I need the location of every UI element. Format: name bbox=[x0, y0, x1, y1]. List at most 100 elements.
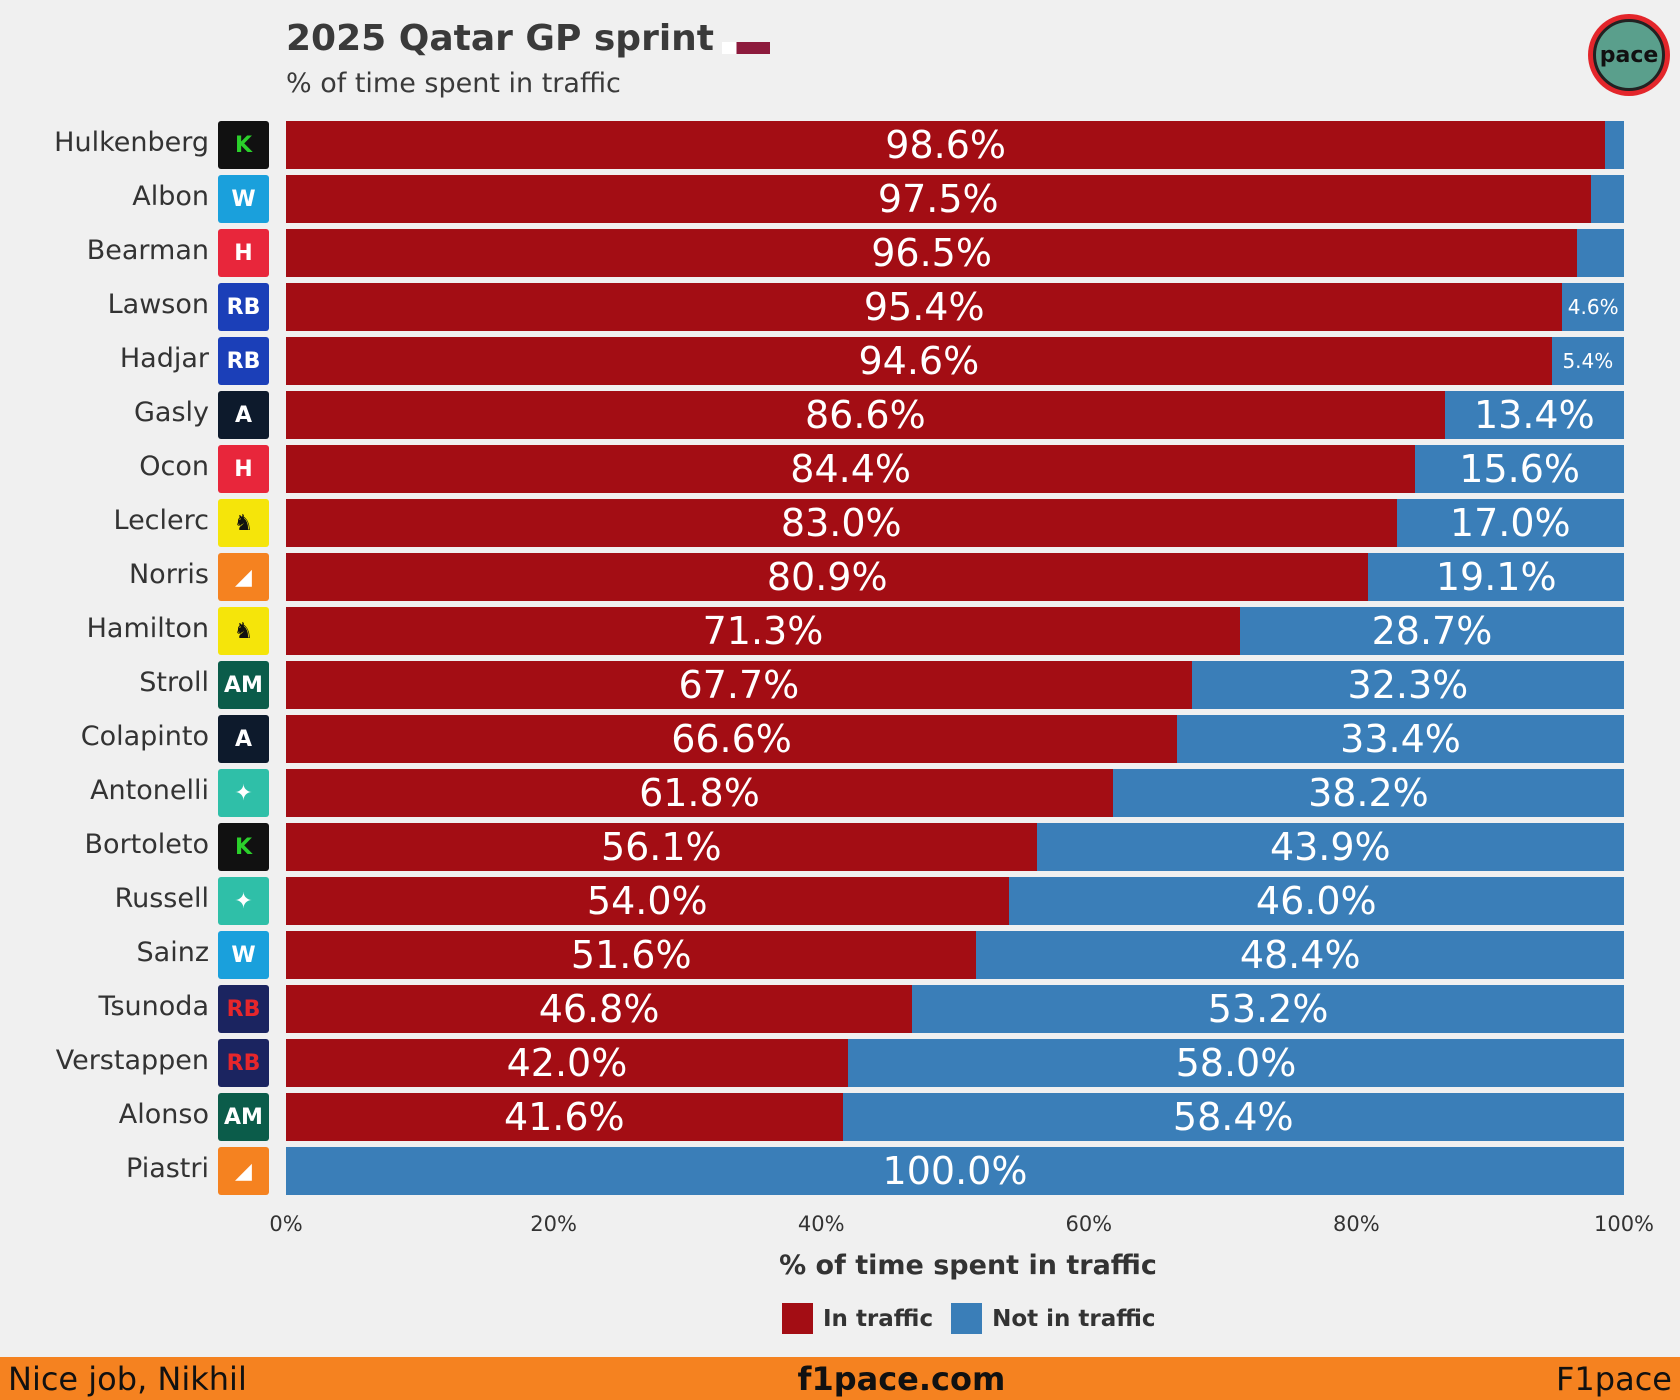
driver-label: Verstappen bbox=[55, 1045, 209, 1076]
driver-label: Lawson bbox=[107, 289, 209, 320]
team-logo-icon: K bbox=[218, 121, 269, 169]
bar-not-in-traffic bbox=[1444, 391, 1624, 439]
data-label: 61.8% bbox=[639, 771, 760, 815]
data-label: 51.6% bbox=[570, 933, 692, 977]
driver-label: Albon bbox=[132, 181, 209, 212]
x-tick-label: 80% bbox=[1333, 1212, 1380, 1236]
data-label: 42.0% bbox=[506, 1041, 628, 1085]
data-label: 5.4% bbox=[1562, 349, 1614, 373]
team-logo-icon: RB bbox=[218, 985, 269, 1033]
bar-not-in-traffic bbox=[1239, 607, 1624, 655]
driver-label: Leclerc bbox=[113, 505, 210, 536]
bar-in-traffic bbox=[286, 607, 1240, 655]
data-label: 17.0% bbox=[1449, 501, 1571, 545]
bar-not-in-traffic bbox=[847, 1039, 1624, 1087]
x-tick-label: 0% bbox=[269, 1212, 303, 1236]
bar-in-traffic bbox=[286, 661, 1192, 709]
team-logo-icon: H bbox=[218, 445, 269, 493]
driver-label: Colapinto bbox=[80, 721, 209, 752]
team-logo-icon: ✦ bbox=[218, 877, 269, 925]
footer: Nice job, Nikhil f1pace.com F1pace bbox=[0, 1357, 1680, 1400]
bar-in-traffic bbox=[286, 175, 1591, 223]
data-label: 100.0% bbox=[882, 1149, 1028, 1193]
data-label: 80.9% bbox=[766, 555, 888, 599]
bar-not-in-traffic bbox=[912, 985, 1624, 1033]
data-label: 33.4% bbox=[1340, 717, 1461, 761]
bar-not-in-traffic bbox=[1590, 175, 1624, 223]
bar-in-traffic bbox=[286, 985, 913, 1033]
data-label: 46.8% bbox=[538, 987, 660, 1031]
bar-in-traffic bbox=[286, 823, 1037, 871]
driver-label: Stroll bbox=[139, 667, 209, 698]
bar-not-in-traffic bbox=[286, 1147, 1624, 1195]
team-logo-icon: A bbox=[218, 391, 269, 439]
team-logo-icon: ✦ bbox=[218, 769, 269, 817]
driver-label: Antonelli bbox=[90, 775, 209, 806]
data-label: 48.4% bbox=[1239, 933, 1361, 977]
data-label: 19.1% bbox=[1435, 555, 1557, 599]
x-axis-label: % of time spent in traffic bbox=[779, 1250, 1157, 1281]
bar-in-traffic bbox=[286, 1093, 843, 1141]
x-tick-label: 100% bbox=[1593, 1212, 1655, 1236]
driver-label: Tsunoda bbox=[98, 991, 209, 1022]
driver-label: Bortoleto bbox=[84, 829, 209, 860]
driver-label: Sainz bbox=[136, 937, 209, 968]
footer-left: Nice job, Nikhil bbox=[8, 1359, 247, 1398]
bar-not-in-traffic bbox=[1551, 337, 1624, 385]
chart-subtitle: % of time spent in traffic bbox=[286, 68, 621, 99]
footer-brand: F1pace bbox=[1556, 1359, 1672, 1398]
driver-label: Bearman bbox=[86, 235, 209, 266]
bar-not-in-traffic bbox=[1177, 715, 1624, 763]
team-logo-icon: H bbox=[218, 229, 269, 277]
driver-label: Hadjar bbox=[119, 343, 209, 374]
bar-not-in-traffic bbox=[1577, 229, 1624, 277]
team-logo-icon: RB bbox=[218, 1039, 269, 1087]
driver-label: Russell bbox=[114, 883, 209, 914]
bar-in-traffic bbox=[286, 931, 977, 979]
bar-in-traffic bbox=[286, 229, 1578, 277]
qatar-flag-icon bbox=[722, 42, 770, 54]
data-label: 41.6% bbox=[503, 1095, 625, 1139]
bar-not-in-traffic bbox=[1112, 769, 1624, 817]
team-logo-icon: ♞ bbox=[218, 607, 269, 655]
team-logo-icon: AM bbox=[218, 1093, 269, 1141]
driver-label: Hulkenberg bbox=[54, 127, 209, 158]
bar-in-traffic bbox=[286, 337, 1552, 385]
driver-label: Piastri bbox=[126, 1153, 209, 1184]
bar-not-in-traffic bbox=[1605, 121, 1624, 169]
data-label: 97.5% bbox=[877, 177, 999, 221]
data-label: 98.6% bbox=[885, 123, 1006, 167]
bar-not-in-traffic bbox=[1008, 877, 1624, 925]
chart-title: 2025 Qatar GP sprint bbox=[286, 18, 715, 59]
footer-site-link[interactable]: f1pace.com bbox=[797, 1359, 1006, 1398]
data-label: 66.6% bbox=[671, 717, 792, 761]
bar-not-in-traffic bbox=[842, 1093, 1624, 1141]
bar-in-traffic bbox=[286, 499, 1397, 547]
data-label: 83.0% bbox=[780, 501, 902, 545]
driver-label: Gasly bbox=[133, 397, 209, 428]
data-label: 86.6% bbox=[804, 393, 926, 437]
data-label: 15.6% bbox=[1459, 447, 1580, 491]
pace-logo-text: pace bbox=[1593, 19, 1665, 91]
data-label: 54.0% bbox=[586, 879, 708, 923]
data-label: 71.3% bbox=[702, 609, 824, 653]
bar-in-traffic bbox=[286, 877, 1009, 925]
bar-in-traffic bbox=[286, 769, 1113, 817]
pace-logo: pace bbox=[1588, 14, 1670, 96]
team-logo-icon: W bbox=[218, 931, 269, 979]
data-label: 46.0% bbox=[1255, 879, 1377, 923]
data-label: 67.7% bbox=[678, 663, 800, 707]
data-label: 28.7% bbox=[1371, 609, 1493, 653]
team-logo-icon: RB bbox=[218, 337, 269, 385]
team-logo-icon: K bbox=[218, 823, 269, 871]
legend-swatch-in-traffic bbox=[782, 1303, 813, 1334]
stacked-bar-chart: Hulkenberg K 98.6% Albon W 97.5% Bearman H 96.5%… bbox=[54, 121, 1655, 1236]
data-label: 32.3% bbox=[1347, 663, 1469, 707]
team-logo-icon: W bbox=[218, 175, 269, 223]
bar-not-in-traffic bbox=[1368, 553, 1624, 601]
data-label: 58.4% bbox=[1172, 1095, 1294, 1139]
x-tick-label: 60% bbox=[1065, 1212, 1113, 1236]
driver-label: Hamilton bbox=[86, 613, 209, 644]
data-label: 58.0% bbox=[1175, 1041, 1297, 1085]
x-tick-label: 40% bbox=[797, 1212, 845, 1236]
